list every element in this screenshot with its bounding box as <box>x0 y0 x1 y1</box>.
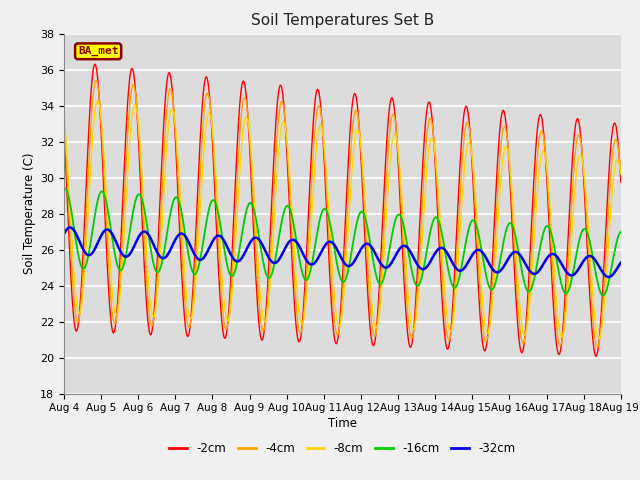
-16cm <box>60 186 68 192</box>
-2cm <box>444 346 451 352</box>
-8cm <box>207 115 215 121</box>
-4cm <box>207 109 215 115</box>
-8cm <box>566 250 574 256</box>
-16cm <box>599 293 607 299</box>
Line: -4cm: -4cm <box>64 81 621 348</box>
-16cm <box>389 228 397 234</box>
-4cm <box>389 111 397 117</box>
-2cm <box>207 112 215 118</box>
-32cm <box>67 225 74 230</box>
Text: BA_met: BA_met <box>78 46 118 57</box>
-2cm <box>60 125 68 131</box>
-8cm <box>94 98 102 104</box>
-32cm <box>566 273 574 278</box>
-8cm <box>335 323 342 328</box>
-4cm <box>617 171 625 177</box>
-32cm <box>183 236 191 242</box>
Line: -2cm: -2cm <box>64 64 621 356</box>
-2cm <box>183 333 191 338</box>
-4cm <box>594 345 602 350</box>
Line: -8cm: -8cm <box>64 101 621 338</box>
-16cm <box>617 229 625 235</box>
Line: -16cm: -16cm <box>64 189 621 296</box>
-4cm <box>183 318 191 324</box>
-4cm <box>335 330 342 336</box>
-2cm <box>592 353 600 359</box>
-16cm <box>183 243 191 249</box>
-8cm <box>444 318 451 324</box>
-4cm <box>93 78 100 84</box>
Y-axis label: Soil Temperature (C): Soil Temperature (C) <box>23 153 36 275</box>
-16cm <box>335 268 342 274</box>
-8cm <box>183 298 191 303</box>
-32cm <box>207 241 215 247</box>
Legend: -2cm, -4cm, -8cm, -16cm, -32cm: -2cm, -4cm, -8cm, -16cm, -32cm <box>164 437 520 460</box>
-16cm <box>566 281 574 287</box>
-4cm <box>444 335 451 341</box>
-32cm <box>617 260 625 265</box>
-16cm <box>207 200 215 205</box>
-32cm <box>444 251 451 257</box>
-16cm <box>444 263 451 269</box>
X-axis label: Time: Time <box>328 418 357 431</box>
-8cm <box>595 336 603 341</box>
-2cm <box>617 179 625 185</box>
-32cm <box>605 274 612 280</box>
-4cm <box>566 218 574 224</box>
-2cm <box>91 61 99 67</box>
-8cm <box>389 136 397 142</box>
-8cm <box>60 111 68 117</box>
-2cm <box>335 331 342 337</box>
Line: -32cm: -32cm <box>64 228 621 277</box>
-32cm <box>335 250 342 255</box>
-16cm <box>61 186 68 192</box>
-32cm <box>60 231 68 237</box>
Title: Soil Temperatures Set B: Soil Temperatures Set B <box>251 13 434 28</box>
-4cm <box>60 114 68 120</box>
-2cm <box>566 188 574 194</box>
-32cm <box>389 258 397 264</box>
-8cm <box>617 171 625 177</box>
-2cm <box>389 96 397 102</box>
